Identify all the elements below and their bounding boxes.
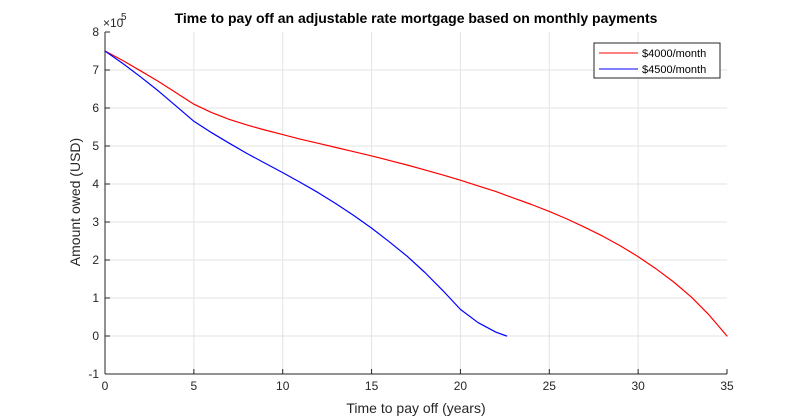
x-tick-label: 35	[720, 379, 734, 393]
legend-box	[593, 42, 721, 79]
legend[interactable]: $4000/month $4500/month	[593, 42, 721, 79]
y-tick-label: 8	[92, 25, 99, 39]
x-tick-label: 25	[543, 379, 557, 393]
series-line-1	[104, 50, 728, 337]
y-exponent-base: ×10	[103, 16, 124, 30]
x-tick-label: 5	[191, 379, 198, 393]
x-tick-label: 0	[102, 379, 109, 393]
x-tick-label: 15	[365, 379, 379, 393]
series-line-2	[104, 50, 508, 337]
y-tick-label: -1	[88, 367, 99, 381]
y-tick-label: 1	[92, 291, 99, 305]
y-tick-label: 4	[92, 177, 99, 191]
y-tick-label: 6	[92, 101, 99, 115]
y-axis-exponent: ×10 5	[103, 12, 127, 30]
y-tick-label: 7	[92, 63, 99, 77]
axes	[104, 32, 727, 375]
plot-background	[105, 32, 727, 374]
series-lines	[104, 50, 728, 337]
legend-label-series-1: $4000/month	[642, 48, 706, 60]
y-axis-label: Amount owed (USD)	[67, 138, 83, 266]
y-tick-label: 3	[92, 215, 99, 229]
chart-title: Time to pay off an adjustable rate mortg…	[175, 10, 658, 26]
y-exponent-power: 5	[121, 12, 127, 23]
x-tick-label: 10	[276, 379, 290, 393]
y-tick-label: 0	[92, 329, 99, 343]
legend-label-series-2: $4500/month	[642, 64, 706, 76]
x-axis-label: Time to pay off (years)	[346, 400, 485, 416]
y-tick-label: 5	[92, 139, 99, 153]
x-tick-label: 30	[631, 379, 645, 393]
y-tick-label: 2	[92, 253, 99, 267]
grid	[105, 32, 727, 374]
x-tick-label: 20	[454, 379, 468, 393]
